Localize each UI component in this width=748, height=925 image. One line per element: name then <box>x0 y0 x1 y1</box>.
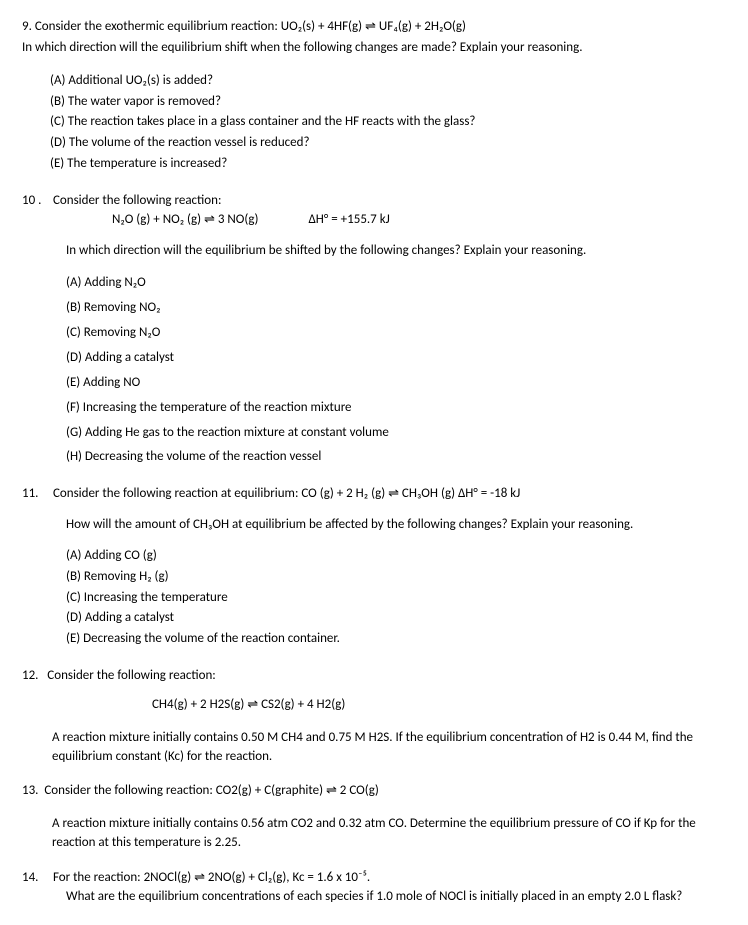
q10-opt-c: (C) Removing N₂O <box>66 324 726 343</box>
q10-options: (A) Adding N₂O (B) Removing NO₂ (C) Remo… <box>66 274 726 467</box>
q9-header: 9. Consider the exothermic equilibrium r… <box>22 18 726 37</box>
q12-equation: CH4(g) + 2 H2S(g) ⇌ CS2(g) + 4 H2(g) <box>152 696 726 715</box>
q9-opt-e: (E) The temperature is increased? <box>50 155 726 174</box>
q10-header: 10 . Consider the following reaction: <box>22 192 726 211</box>
q10-opt-e: (E) Adding NO <box>66 374 726 393</box>
q13-body: A reaction mixture initially contains 0.… <box>52 815 726 853</box>
q10-equation: N₂O (g) + NO₂ (g) ⇌ 3 NO(g) ΔH° = +155.7… <box>112 211 726 230</box>
q14-line1: For the reaction: 2NOCl(g) ⇌ 2NO(g) + Cl… <box>53 870 370 885</box>
q12-number: 12. <box>22 668 38 683</box>
q11-header: 11. Consider the following reaction at e… <box>22 485 726 504</box>
q11-opt-a: (A) Adding CO (g) <box>66 547 726 566</box>
q9-options: (A) Additional UO₂(s) is added? (B) The … <box>50 72 726 174</box>
q14-line2: What are the equilibrium concentrations … <box>66 888 726 907</box>
q11-opt-e: (E) Decreasing the volume of the reactio… <box>66 630 726 649</box>
q11-sub: How will the amount of CH₃OH at equilibr… <box>66 516 726 535</box>
q10-number: 10 . <box>22 192 50 211</box>
q10-opt-b: (B) Removing NO₂ <box>66 299 726 318</box>
q13-number: 13. <box>22 783 38 798</box>
q9-sub: In which direction will the equilibrium … <box>22 39 726 58</box>
q13-header: 13. Consider the following reaction: CO2… <box>22 782 726 801</box>
q10-opt-d: (D) Adding a catalyst <box>66 349 726 368</box>
q9-opt-c: (C) The reaction takes place in a glass … <box>50 113 726 132</box>
q10-opt-a: (A) Adding N₂O <box>66 274 726 293</box>
q12-text: Consider the following reaction: <box>47 668 216 683</box>
q13-text: Consider the following reaction: CO2(g) … <box>44 783 378 798</box>
q11-number: 11. <box>22 485 50 504</box>
q10-opt-f: (F) Increasing the temperature of the re… <box>66 399 726 418</box>
q12-body: A reaction mixture initially contains 0.… <box>52 729 726 767</box>
q9-opt-b: (B) The water vapor is removed? <box>50 93 726 112</box>
q9-text: Consider the exothermic equilibrium reac… <box>35 19 466 34</box>
q11-opt-b: (B) Removing H₂ (g) <box>66 568 726 587</box>
q10-sub: In which direction will the equilibrium … <box>66 242 726 261</box>
q11-text: Consider the following reaction at equil… <box>53 486 520 501</box>
q9-number: 9. <box>22 19 32 34</box>
q10-opt-h: (H) Decreasing the volume of the reactio… <box>66 448 726 467</box>
q9-opt-a: (A) Additional UO₂(s) is added? <box>50 72 726 91</box>
q10-text: Consider the following reaction: <box>53 193 222 208</box>
q12-header: 12. Consider the following reaction: <box>22 667 726 686</box>
q10-eqn-left: N₂O (g) + NO₂ (g) ⇌ 3 NO(g) <box>112 211 258 230</box>
q11-opt-c: (C) Increasing the temperature <box>66 589 726 608</box>
q14-number: 14. <box>22 869 50 888</box>
q9-opt-d: (D) The volume of the reaction vessel is… <box>50 134 726 153</box>
q10-opt-g: (G) Adding He gas to the reaction mixtur… <box>66 424 726 443</box>
q14-block: 14. For the reaction: 2NOCl(g) ⇌ 2NO(g) … <box>22 869 726 888</box>
q11-opt-d: (D) Adding a catalyst <box>66 609 726 628</box>
q10-eqn-right: ΔH° = +155.7 kJ <box>308 211 389 230</box>
q11-options: (A) Adding CO (g) (B) Removing H₂ (g) (C… <box>66 547 726 649</box>
